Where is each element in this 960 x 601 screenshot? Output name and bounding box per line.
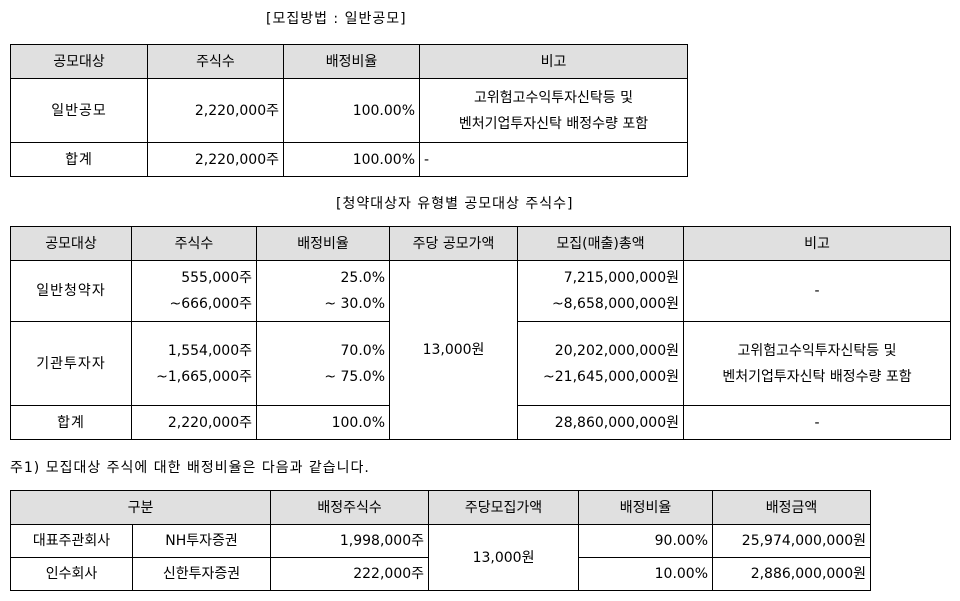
total-min: 20,202,000,000원 (554, 342, 679, 359)
cell-shares: 222,000주 (270, 557, 430, 591)
cell-shares: 2,220,000주 (131, 405, 257, 440)
table-row: 합계 2,220,000주 100.00% - (10, 142, 688, 177)
total-max: ~21,645,000,000원 (543, 368, 679, 385)
header-shares: 주식수 (147, 44, 284, 79)
table-row: 합계 2,220,000주 100.0% 28,860,000,000원 - (10, 405, 951, 440)
shares-max: ~1,665,000주 (156, 368, 252, 385)
shares-min: 1,554,000주 (167, 342, 252, 359)
subscriber-table: 공모대상 주식수 배정비율 주당 공모가액 모집(매출)총액 비고 일반청약자 … (10, 226, 951, 440)
table-row: 대표주관회사 NH투자증권 1,998,000주 13,000원 90.00% … (10, 524, 872, 591)
note-line: 고위험고수익투자신탁등 및 (737, 342, 897, 359)
cell-total: 7,215,000,000원 ~8,658,000,000원 (517, 260, 684, 322)
header-ratio: 배정비율 (256, 226, 390, 261)
cell-shares: 555,000주 ~666,000주 (131, 260, 257, 322)
cell-ratio: 10.00% (578, 557, 714, 591)
cell-target: 합계 (10, 405, 132, 440)
header-target: 공모대상 (10, 226, 132, 261)
note-line: 벤처기업투자신탁 배정수량 포함 (722, 368, 912, 385)
note-line: 벤처기업투자신탁 배정수량 포함 (458, 115, 649, 132)
header-note: 비고 (419, 44, 688, 79)
note-line: 고위험고수익투자신탁등 및 (473, 89, 633, 106)
shares-max: ~666,000주 (169, 296, 252, 312)
cell-total: 20,202,000,000원 ~21,645,000,000원 (517, 321, 684, 406)
cell-target: 일반공모 (10, 78, 148, 143)
ratio-max: ~ 30.0% (324, 296, 385, 312)
cell-note: - (683, 405, 951, 440)
shares-min: 555,000주 (181, 270, 252, 286)
cell-ratio: 90.00% (578, 524, 714, 558)
cell-price: 13,000원 (428, 524, 580, 591)
cell-note: - (419, 142, 688, 177)
table-row: 인수회사 신한투자증권 222,000주 10.00% 2,886,000,00… (10, 557, 872, 591)
table-row: 일반청약자 555,000주 ~666,000주 25.0% ~ 30.0% 1… (10, 260, 951, 440)
header-price: 주당모집가액 (428, 490, 580, 525)
allocation-footnote: 주1) 모집대상 주식에 대한 배정비율은 다음과 같습니다. (10, 460, 370, 476)
cell-note: - (683, 260, 951, 322)
cell-ratio: 70.0% ~ 75.0% (256, 321, 390, 406)
header-price: 주당 공모가액 (389, 226, 518, 261)
caption-offering-method: [모집방법 : 일반공모] (266, 11, 407, 27)
cell-ratio: 100.0% (256, 405, 390, 440)
total-min: 7,215,000,000원 (563, 270, 679, 286)
cell-shares: 1,554,000주 ~1,665,000주 (131, 321, 257, 406)
cell-total: 28,860,000,000원 (517, 405, 684, 440)
cell-ratio: 25.0% ~ 30.0% (256, 260, 390, 322)
ratio-min: 70.0% (340, 342, 385, 359)
cell-target: 기관투자자 (10, 321, 132, 406)
ratio-min: 25.0% (340, 270, 385, 286)
cell-company: NH투자증권 (131, 524, 272, 558)
cell-shares: 1,998,000주 (270, 524, 430, 558)
header-target: 공모대상 (10, 44, 148, 79)
table-row: 일반공모 2,220,000주 100.00% 고위험고수익투자신탁등 및 벤처… (10, 78, 688, 143)
header-category: 구분 (9, 490, 272, 525)
cell-shares: 2,220,000주 (147, 142, 284, 177)
header-allocated-shares: 배정주식수 (270, 490, 430, 525)
cell-target: 일반청약자 (10, 260, 132, 322)
header-ratio: 배정비율 (578, 490, 714, 525)
cell-ratio: 100.00% (283, 78, 420, 143)
caption-subscriber-types: [청약대상자 유형별 공모대상 주식수] (336, 196, 574, 212)
cell-shares: 2,220,000주 (147, 78, 284, 143)
allocation-table: 구분 배정주식수 주당모집가액 배정비율 배정금액 대표주관회사 NH투자증권 … (9, 490, 872, 591)
cell-role: 인수회사 (10, 557, 133, 591)
cell-amount: 2,886,000,000원 (712, 557, 872, 591)
cell-price: 13,000원 (389, 260, 518, 440)
cell-note: 고위험고수익투자신탁등 및 벤처기업투자신탁 배정수량 포함 (419, 78, 688, 143)
cell-target: 합계 (10, 142, 148, 177)
cell-company: 신한투자증권 (131, 557, 272, 591)
header-amount: 배정금액 (712, 490, 872, 525)
offering-table: 공모대상 주식수 배정비율 비고 일반공모 2,220,000주 100.00%… (10, 44, 688, 177)
cell-role: 대표주관회사 (10, 524, 133, 558)
header-total: 모집(매출)총액 (517, 226, 684, 261)
cell-amount: 25,974,000,000원 (712, 524, 872, 558)
header-ratio: 배정비율 (283, 44, 420, 79)
header-note: 비고 (683, 226, 951, 261)
table-row: 기관투자자 1,554,000주 ~1,665,000주 70.0% ~ 75.… (10, 321, 951, 406)
cell-note: 고위험고수익투자신탁등 및 벤처기업투자신탁 배정수량 포함 (683, 321, 951, 406)
header-shares: 주식수 (131, 226, 257, 261)
cell-ratio: 100.00% (283, 142, 420, 177)
total-max: ~8,658,000,000원 (551, 296, 679, 312)
ratio-max: ~ 75.0% (324, 368, 385, 385)
